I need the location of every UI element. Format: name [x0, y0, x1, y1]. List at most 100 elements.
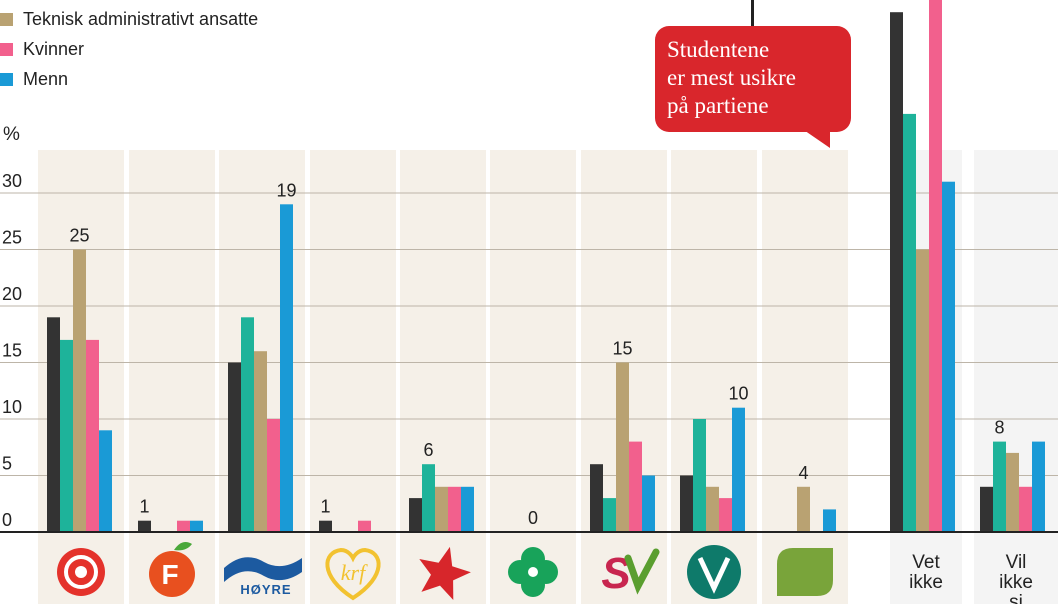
bar	[942, 181, 955, 532]
bar	[319, 520, 332, 532]
legend-swatch	[0, 72, 13, 86]
category-panel	[400, 150, 486, 604]
bar	[358, 520, 371, 532]
bar	[823, 509, 836, 532]
legend-item: Teknisk administrativt ansatte	[0, 4, 258, 34]
bar	[629, 441, 642, 532]
data-label: 1	[320, 497, 330, 517]
bar	[732, 407, 745, 532]
bar	[890, 12, 903, 532]
bar	[228, 362, 241, 532]
y-tick-label: 0	[2, 510, 12, 530]
category-panel	[762, 150, 848, 604]
bar	[1019, 486, 1032, 532]
category-label-word: si	[1009, 592, 1023, 604]
bar	[73, 249, 86, 532]
data-label: 25	[69, 226, 89, 246]
bar	[241, 317, 254, 532]
bar	[138, 520, 151, 532]
bar	[642, 475, 655, 532]
bar	[603, 498, 616, 532]
star-icon	[419, 546, 471, 600]
bar	[99, 430, 112, 532]
bar	[719, 498, 732, 532]
bar	[267, 419, 280, 532]
legend-label: Kvinner	[23, 38, 85, 59]
category-label-word: Vet	[912, 552, 940, 573]
data-label: 19	[276, 180, 296, 200]
bar	[929, 0, 942, 532]
data-label: 4	[798, 463, 808, 483]
legend-label: Menn	[23, 68, 69, 89]
bar	[60, 339, 73, 532]
callout-line-3: på partiene	[667, 93, 769, 118]
apple-icon: F	[149, 542, 195, 597]
y-axis-unit-label: %	[3, 124, 20, 145]
callout-tail	[798, 126, 830, 148]
bar	[86, 339, 99, 532]
data-label: 8	[994, 418, 1004, 438]
sv-icon: S	[601, 548, 660, 598]
bar	[461, 486, 474, 532]
bar	[1006, 452, 1019, 532]
category-label-word: ikke	[909, 572, 943, 593]
bar	[680, 475, 693, 532]
callout-pointer-line	[751, 0, 754, 26]
bar	[993, 441, 1006, 532]
y-tick-label: 10	[2, 397, 22, 417]
data-label: 6	[423, 440, 433, 460]
svg-text:F: F	[161, 559, 178, 590]
bar	[1032, 441, 1045, 532]
callout-bubble: Studentene er mest usikre på partiene	[655, 26, 851, 132]
bar	[706, 486, 719, 532]
category-panel	[671, 150, 757, 604]
bar	[280, 204, 293, 533]
bar	[177, 520, 190, 532]
bar	[422, 464, 435, 532]
bar	[448, 486, 461, 532]
bar	[980, 486, 993, 532]
bar	[916, 249, 929, 532]
callout-line-2: er mest usikre	[667, 65, 797, 90]
y-tick-label: 25	[2, 228, 22, 248]
krf-icon: krf	[325, 547, 381, 601]
legend-swatch	[0, 42, 13, 56]
data-label: 15	[612, 339, 632, 359]
data-label: 1	[139, 497, 149, 517]
bar	[693, 419, 706, 532]
category-panel	[129, 150, 215, 604]
bar	[903, 113, 916, 533]
clover-icon	[508, 547, 558, 597]
legend-label: Teknisk administrativt ansatte	[23, 8, 259, 29]
bar	[590, 464, 603, 532]
bar	[47, 317, 60, 532]
category-panel	[974, 150, 1058, 604]
y-tick-label: 30	[2, 171, 22, 191]
y-tick-label: 20	[2, 284, 22, 304]
legend-swatch	[0, 12, 13, 26]
bar	[616, 362, 629, 532]
bar	[435, 486, 448, 532]
bar	[254, 351, 267, 532]
bar	[409, 498, 422, 532]
category-label-word: Vil	[1006, 552, 1027, 573]
y-tick-label: 15	[2, 341, 22, 361]
svg-text:HØYRE: HØYRE	[240, 582, 291, 597]
data-label: 0	[528, 508, 538, 528]
bar	[190, 520, 203, 532]
y-tick-label: 5	[2, 454, 12, 474]
data-label: 10	[728, 384, 748, 404]
rose-icon	[57, 548, 105, 596]
bar	[797, 486, 810, 532]
hoyre-icon: HØYRE	[224, 557, 302, 597]
svg-text:krf: krf	[341, 560, 368, 585]
legend: Teknisk administrativt ansatte Kvinner Men…	[0, 4, 258, 94]
category-panel	[310, 150, 396, 604]
legend-item: Menn	[0, 64, 258, 94]
green-leaf-icon	[777, 548, 833, 596]
legend-item: Kvinner	[0, 34, 258, 64]
v-icon	[687, 545, 741, 599]
callout-line-1: Studentene	[667, 37, 770, 62]
category-label-word: ikke	[999, 572, 1033, 593]
